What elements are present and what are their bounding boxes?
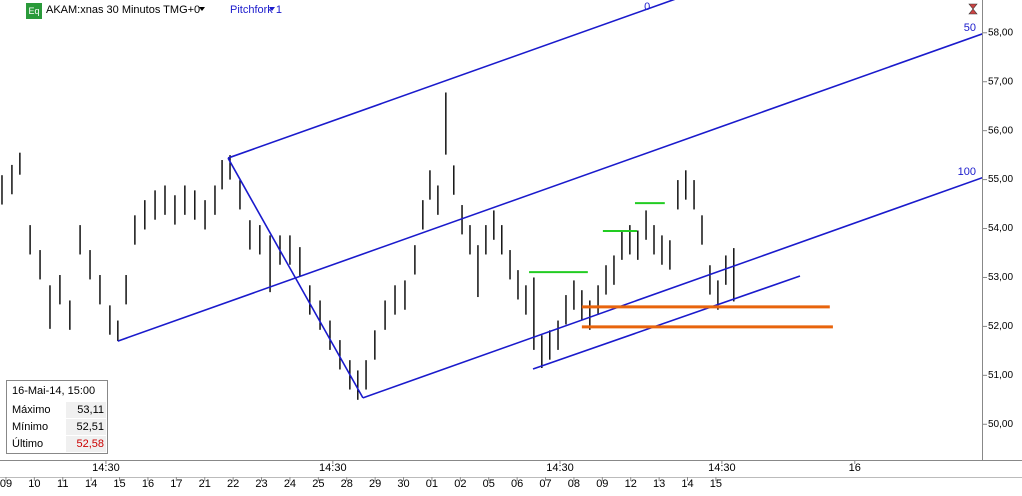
x-tick-label: 23 (255, 478, 267, 490)
x-tick-label: 17 (170, 478, 182, 490)
x-tick-label: 05 (483, 478, 495, 490)
x-tick-label: 13 (653, 478, 665, 490)
info-cell (66, 436, 106, 452)
y-tick-label: 50,00 (988, 419, 1013, 430)
x-tick-label: 22 (227, 478, 239, 490)
pitchfork-handle (227, 157, 364, 399)
pitchfork-level-label: 100 (958, 166, 976, 178)
x-tick-label: 09 (0, 478, 12, 490)
x-tick-label: 28 (341, 478, 353, 490)
info-cell (66, 402, 106, 418)
pitchfork-line (117, 33, 982, 342)
y-tick-label: 51,00 (988, 370, 1013, 381)
badge (26, 3, 42, 19)
pitchfork-line (227, 0, 676, 159)
pitchfork-title[interactable]: Pitchfork 1 (230, 4, 282, 16)
x-tick-label: 24 (284, 478, 296, 490)
x-top-tick-label: 14:30 (92, 462, 120, 474)
y-tick-label: 57,00 (988, 76, 1013, 87)
x-tick-label: 16 (142, 478, 154, 490)
header: Eq AKAM:xnas 30 Minutos TMG+0 Pitchfork … (26, 3, 978, 19)
plot-area (1, 0, 982, 400)
x-tick-label: 14 (85, 478, 97, 490)
pitchfork-level-label: 50 (964, 22, 976, 34)
x-tick-label: 06 (511, 478, 523, 490)
symbol-title[interactable]: AKAM:xnas 30 Minutos TMG+0 (46, 4, 200, 16)
badge-text: Eq (28, 6, 39, 16)
info-box: 16-Mai-14, 15:00 Máximo 53,11 Mínimo 52,… (6, 380, 108, 454)
y-tick-label: 53,00 (988, 272, 1013, 283)
x-top-tick-label: 14:30 (546, 462, 574, 474)
axes: 50,00 51,00 52,00 53,00 54,00 55,00 56,00 57,00… (0, 27, 1013, 489)
x-top-tick-label: 16 (849, 462, 861, 474)
x-tick-label: 09 (596, 478, 608, 490)
x-tick-label: 08 (568, 478, 580, 490)
x-tick-label: 30 (397, 478, 409, 490)
x-tick-label: 21 (199, 478, 211, 490)
trend-line (532, 275, 801, 370)
x-top-tick-label: 14:30 (319, 462, 347, 474)
y-tick-label: 52,00 (988, 321, 1013, 332)
info-time: 16-Mai-14, 15:00 (12, 385, 95, 397)
info-value: 53,11 (77, 404, 104, 416)
info-value: 52,58 (76, 438, 104, 450)
y-tick-label: 55,00 (988, 174, 1013, 185)
x-tick-label: 25 (312, 478, 324, 490)
x-tick-label: 12 (625, 478, 637, 490)
y-tick-label: 56,00 (988, 125, 1013, 136)
x-tick-label: 29 (369, 478, 381, 490)
info-cell (66, 419, 106, 435)
dropdown-arrow[interactable] (199, 7, 205, 11)
info-label: Mínimo (12, 421, 48, 433)
dropdown-arrow[interactable] (269, 7, 275, 11)
y-tick-label: 58,00 (988, 27, 1013, 38)
x-tick-label: 14 (681, 478, 693, 490)
x-tick-label: 15 (710, 478, 722, 490)
x-tick-label: 10 (28, 478, 40, 490)
info-label: Máximo (12, 404, 51, 416)
info-value: 52,51 (76, 421, 104, 433)
x-tick-label: 15 (113, 478, 125, 490)
pitchfork-line (362, 176, 982, 399)
y-tick-label: 54,00 (988, 223, 1013, 234)
pitchfork-level-label: 0 (644, 1, 650, 13)
x-tick-label: 11 (57, 478, 68, 490)
x-top-tick-label: 14:30 (708, 462, 736, 474)
x-tick-label: 01 (426, 478, 438, 490)
x-tick-label: 07 (539, 478, 551, 490)
x-tick-label: 02 (454, 478, 466, 490)
info-label: Último (12, 437, 43, 450)
hourglass-icon[interactable] (968, 3, 978, 15)
